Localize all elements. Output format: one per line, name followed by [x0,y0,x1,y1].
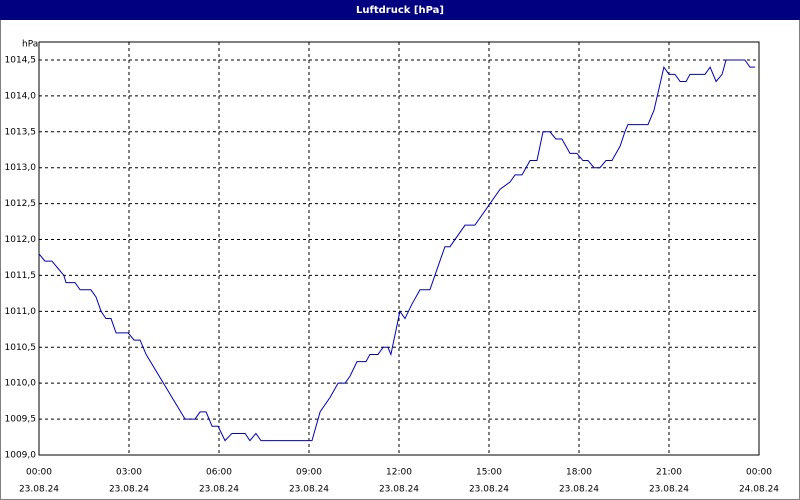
x-tick-date: 23.08.24 [469,485,509,495]
line-series [38,59,756,442]
y-tick-label: 1010,5 [5,343,37,353]
x-tick-label: 00:00 [26,468,52,478]
chart-title: Luftdruck [hPa] [356,5,444,16]
x-tick-label: 03:00 [116,468,142,478]
x-tick-date: 23.08.24 [199,485,239,495]
x-tick-label: 12:00 [386,468,412,478]
y-tick-label: 1010,0 [5,379,37,389]
y-tick-label: 1013,0 [5,163,37,173]
x-tick-date: 23.08.24 [19,485,59,495]
x-tick-label: 21:00 [656,468,682,478]
x-tick-date: 23.08.24 [379,485,419,495]
y-tick-label: 1013,5 [5,127,37,137]
y-tick-label: 1012,0 [5,235,37,245]
y-tick-label: 1014,0 [5,91,37,101]
y-tick-label: 1009,0 [5,451,37,461]
x-tick-date: 24.08.24 [739,485,779,495]
x-tick-label: 09:00 [296,468,322,478]
y-tick-label: 1011,5 [5,271,37,281]
x-tick-label: 06:00 [206,468,232,478]
y-tick-label: 1012,5 [5,199,37,209]
x-tick-label: 15:00 [476,468,502,478]
y-tick-label: 1011,0 [5,307,37,317]
x-tick-label: 00:00 [746,468,772,478]
title-bar [0,0,800,20]
y-tick-label: 1014,5 [5,55,37,65]
x-tick-date: 23.08.24 [559,485,599,495]
x-tick-date: 23.08.24 [649,485,689,495]
x-tick-date: 23.08.24 [109,485,149,495]
x-tick-date: 23.08.24 [289,485,329,495]
y-axis-label: hPa [22,40,38,50]
y-tick-label: 1009,5 [5,415,37,425]
x-tick-label: 18:00 [566,468,592,478]
